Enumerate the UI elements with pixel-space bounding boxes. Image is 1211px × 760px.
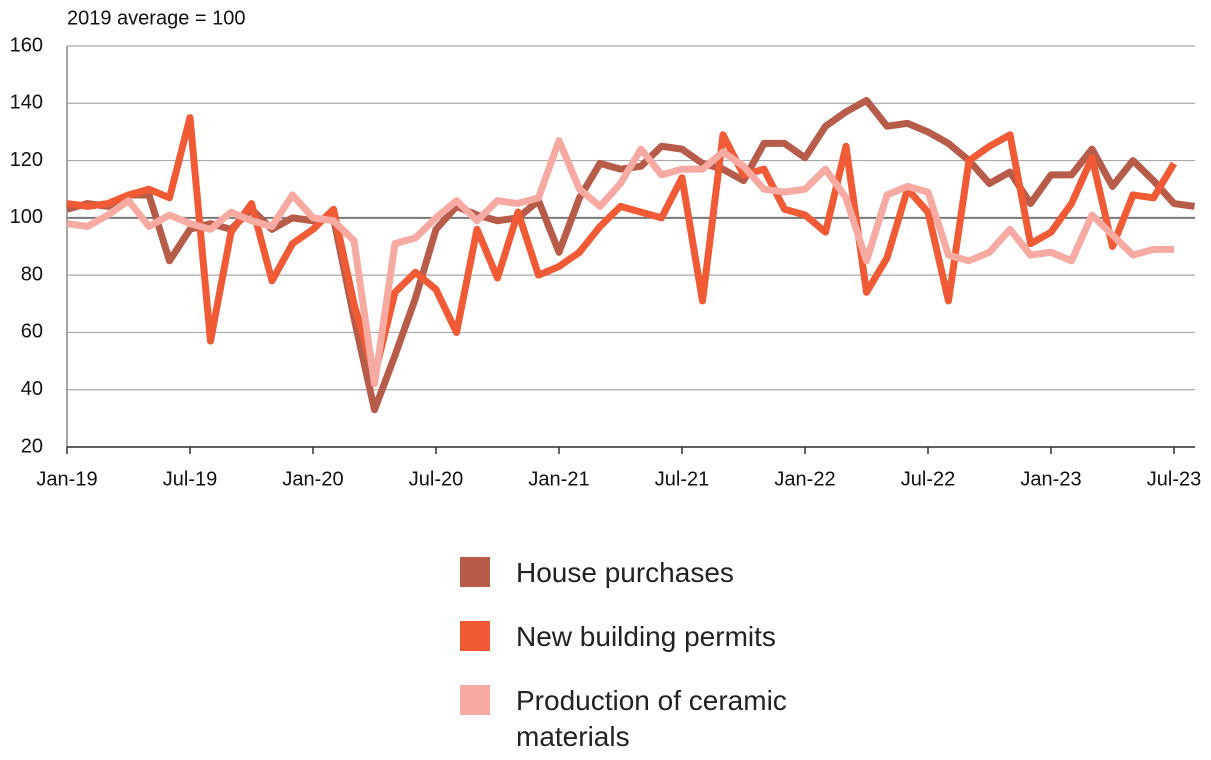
legend-swatch xyxy=(460,621,490,651)
x-tick-label: Jul-22 xyxy=(901,468,955,490)
y-tick-label: 120 xyxy=(10,149,43,171)
x-tick-label: Jul-21 xyxy=(655,468,709,490)
y-tick-label: 20 xyxy=(21,435,43,457)
x-tick-label: Jan-21 xyxy=(528,468,589,490)
x-tick-label: Jul-23 xyxy=(1147,468,1201,490)
y-tick-label: 40 xyxy=(21,378,43,400)
y-tick-label: 160 xyxy=(10,34,43,56)
x-tick-label: Jan-22 xyxy=(774,468,835,490)
y-tick-label: 140 xyxy=(10,92,43,114)
y-tick-label: 100 xyxy=(10,206,43,228)
y-tick-label: 80 xyxy=(21,263,43,285)
series-line xyxy=(66,137,1174,388)
legend: House purchases New building permits Produ… xyxy=(460,555,880,760)
legend-swatch xyxy=(460,557,490,587)
chart: 2019 average = 100 20 40 60 80 100 120 140 160 J… xyxy=(10,7,1202,490)
series-line xyxy=(66,96,1195,414)
x-tick-label: Jan-19 xyxy=(36,468,97,490)
x-tick-label: Jul-20 xyxy=(409,468,463,490)
legend-label: Production of ceramic materials xyxy=(516,685,787,752)
legend-item: House purchases xyxy=(460,555,880,591)
legend-item: New building permits xyxy=(460,619,880,655)
y-tick-label: 60 xyxy=(21,321,43,343)
axis-label: 2019 average = 100 xyxy=(67,7,246,29)
x-tick-label: Jul-19 xyxy=(163,468,217,490)
legend-swatch xyxy=(460,685,490,715)
x-tick-label: Jan-20 xyxy=(282,468,343,490)
legend-item: Production of ceramic materials xyxy=(460,683,880,755)
x-tick-label: Jan-23 xyxy=(1020,468,1081,490)
legend-label: House purchases xyxy=(516,557,734,588)
legend-label: New building permits xyxy=(516,621,776,652)
series-line xyxy=(66,114,1178,379)
